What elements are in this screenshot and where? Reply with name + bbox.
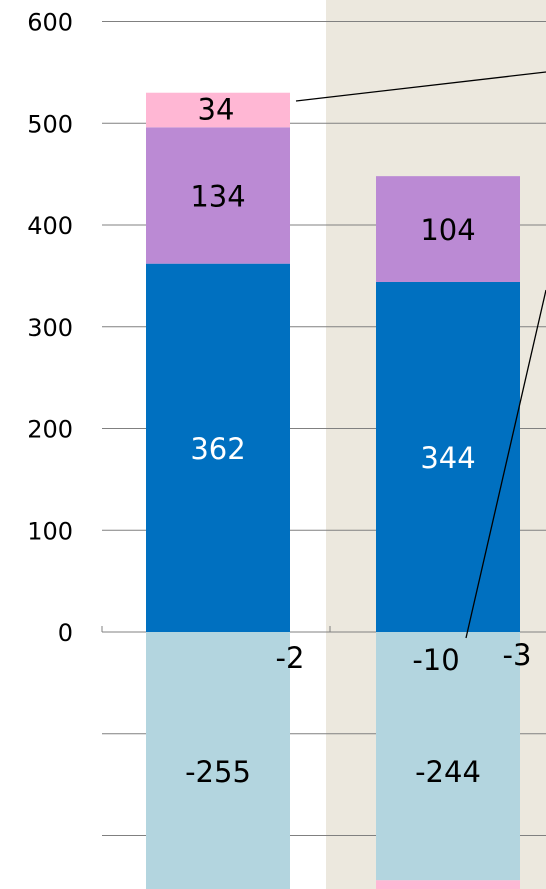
y-tick-label: 500	[27, 110, 73, 138]
data-label: 362	[190, 432, 245, 466]
y-tick-label: 300	[27, 314, 73, 342]
y-tick-label: 600	[27, 9, 73, 37]
data-label: 134	[190, 179, 245, 213]
bars	[146, 92, 520, 889]
data-label: -10	[412, 643, 459, 677]
leader-lines	[295, 71, 546, 639]
bar-segment	[376, 176, 520, 282]
y-tick-label: 0	[58, 619, 73, 647]
bar-segment	[376, 281, 520, 632]
leader-line	[465, 289, 546, 639]
data-label: -255	[185, 755, 251, 789]
data-label: 104	[420, 213, 475, 247]
bar-segment	[376, 632, 520, 881]
data-label: 34	[198, 93, 235, 127]
bar-segment	[376, 880, 520, 889]
data-label-extra: -2	[276, 641, 305, 675]
bar-segment	[146, 127, 290, 264]
bar-segment	[146, 92, 290, 128]
y-axis: 0 100 200 300 400 500 600	[27, 9, 73, 648]
leader-line	[295, 71, 546, 102]
bar-segment	[146, 263, 290, 632]
y-tick-label: 400	[27, 212, 73, 240]
data-label-extra: -3	[503, 638, 532, 672]
data-labels: -255 -244 362 344 134 104 34 -10 -2 -3	[185, 93, 531, 789]
data-label: -244	[415, 755, 481, 789]
y-tick-label: 200	[27, 416, 73, 444]
data-label: 344	[420, 441, 475, 475]
bar-segment	[146, 632, 290, 889]
y-tick-label: 100	[27, 517, 73, 545]
